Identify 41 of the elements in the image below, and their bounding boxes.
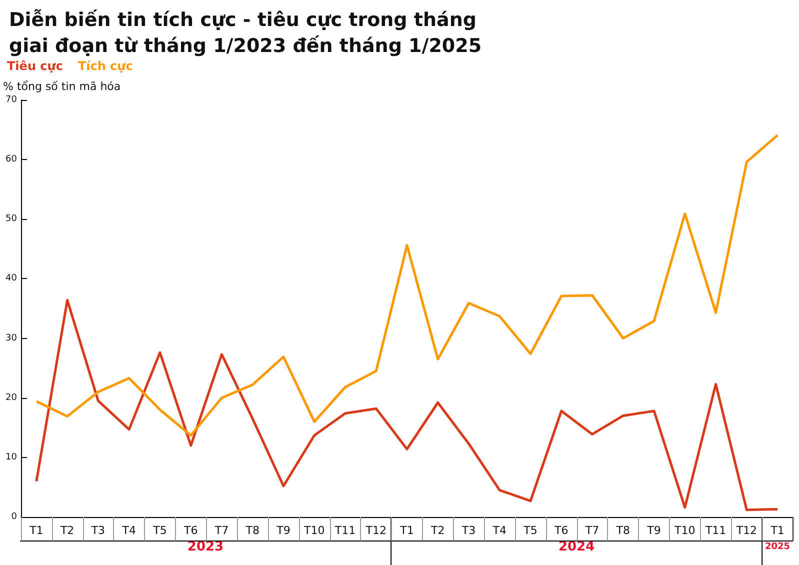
x-tick-label: T10	[303, 524, 325, 537]
x-tick-label: T7	[584, 524, 600, 537]
x-tick-label: T2	[59, 524, 74, 537]
chart-title: Diễn biến tin tích cực - tiêu cực trong tháng giai đoạn từ tháng 1/2023 đến tháng 1/2025	[9, 9, 482, 57]
text: Tiêu cực	[7, 59, 63, 73]
x-tick-label: T12	[735, 524, 758, 537]
text: 2025	[765, 542, 790, 552]
x-tick-label: T3	[460, 524, 476, 537]
y-axis-title: % tổng số tin mã hóa	[3, 80, 121, 93]
x-tick-label: T7	[214, 524, 229, 537]
y-tick-label: 20	[6, 392, 18, 403]
x-tick-label: T8	[244, 524, 260, 537]
y-tick-label: 30	[6, 333, 18, 344]
text: 2024	[558, 540, 595, 554]
x-tick-label: T4	[121, 524, 136, 537]
x-tick-label: T4	[492, 524, 506, 537]
y-tick-label: 10	[6, 452, 18, 462]
x-tick-label: T1	[28, 524, 44, 537]
x-tick-label: T8	[615, 524, 630, 537]
x-tick-label: T6	[554, 524, 568, 537]
x-tick-label: T5	[152, 524, 167, 537]
x-tick-label: T2	[430, 524, 445, 537]
x-tick-label: T6	[182, 524, 198, 537]
line-series	[35, 298, 779, 512]
x-tick-label: T11	[334, 524, 356, 537]
x-tick-label: T12	[364, 524, 386, 537]
x-tick-label: T1	[770, 524, 784, 537]
y-tick-label: 50	[6, 214, 18, 224]
x-tick-label: T9	[276, 524, 290, 537]
line-series	[35, 134, 779, 437]
y-tick-label: 70	[6, 95, 18, 105]
x-tick-label: T9	[646, 524, 661, 537]
text: Tích cực	[78, 59, 133, 73]
x-tick-label: T3	[90, 524, 106, 537]
x-tick-label: T11	[704, 524, 726, 537]
y-tick-label: 40	[6, 274, 18, 284]
x-tick-label: T1	[399, 524, 414, 537]
y-tick-label: 0	[11, 512, 18, 522]
x-tick-label: T10	[674, 524, 696, 537]
x-tick-label: T5	[522, 524, 538, 537]
y-tick-label: 60	[6, 154, 18, 165]
